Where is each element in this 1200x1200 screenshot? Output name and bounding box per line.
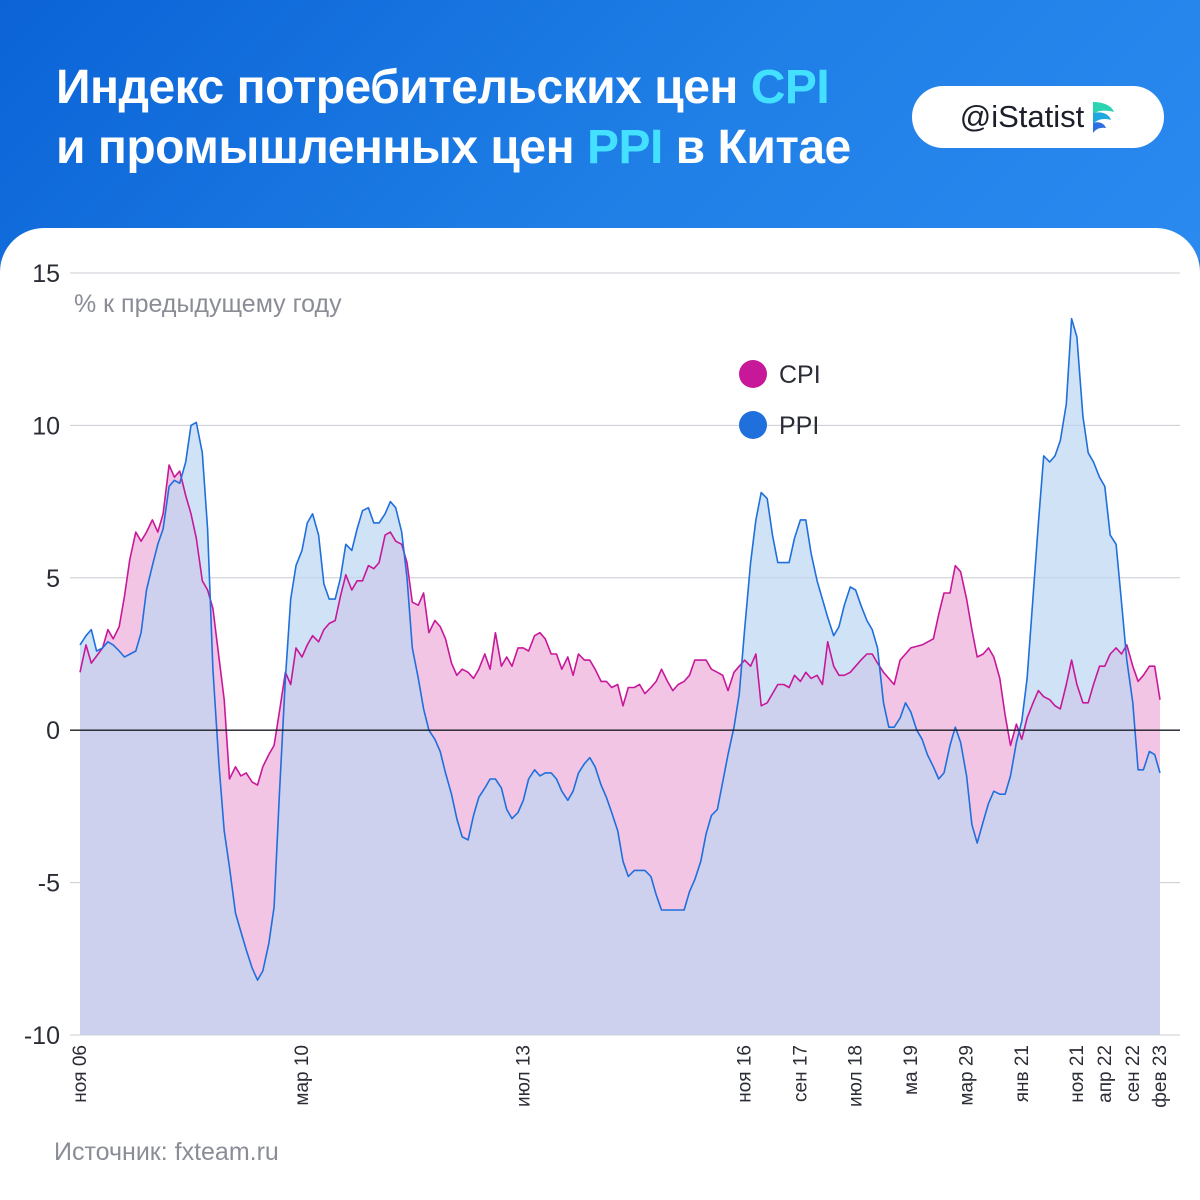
y-tick-label: 0 [46,717,60,745]
line-cpi [79,464,1161,786]
title-ppi-highlight: PPI [586,121,663,174]
y-tick-label: -5 [38,870,60,898]
unit-label: % к предыдущему году [74,290,342,318]
legend-swatch-cpi [739,360,767,388]
x-tick-label: янв 21 [1012,1045,1033,1102]
y-tick-label: 15 [32,260,60,288]
x-tick-label: мар 10 [292,1045,313,1106]
x-tick-label: фев 23 [1150,1045,1171,1108]
area-ppi [80,318,1160,1035]
x-tick-label: мар 29 [957,1045,978,1106]
title-line2-end: в Китае [675,121,852,174]
brand-badge[interactable]: @iStatist [912,86,1164,148]
legend-label-ppi: PPI [779,412,819,440]
x-tick-label: ма 19 [901,1045,922,1095]
legend-swatch-ppi [739,411,767,439]
brand-logo-icon [1093,102,1115,133]
x-tick-label: сен 22 [1123,1045,1144,1102]
x-tick-label: июл 18 [846,1045,867,1107]
y-tick-label: -10 [24,1022,60,1050]
x-tick-label: сен 17 [790,1045,811,1102]
header-banner: Индекс потребительских цен CPI и промышл… [0,0,1200,260]
x-tick-label: ноя 16 [735,1045,756,1103]
y-tick-label: 5 [46,565,60,593]
title-line1: Индекс потребительских цен [56,61,738,114]
title-line2: и промышленных цен [56,121,575,174]
y-tick-label: 10 [32,412,60,440]
title-cpi-highlight: CPI [750,61,830,114]
legend-label-cpi: CPI [779,361,821,389]
line-ppi [79,317,1161,981]
x-tick-label: ноя 06 [70,1045,91,1103]
x-tick-label: июл 13 [513,1045,534,1107]
x-tick-label: ноя 21 [1067,1045,1088,1103]
source-note: Источник: fxteam.ru [54,1138,279,1166]
x-tick-label: апр 22 [1095,1045,1116,1103]
chart-title: Индекс потребительских цен CPI и промышл… [56,58,916,178]
brand-label: @iStatist [959,99,1085,134]
